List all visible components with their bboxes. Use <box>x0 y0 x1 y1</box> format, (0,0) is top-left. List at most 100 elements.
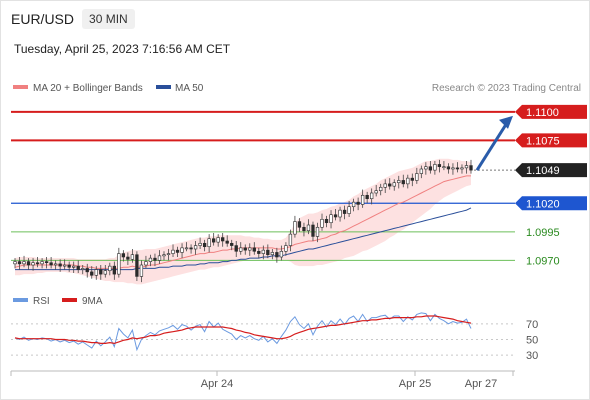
candle-body <box>112 265 116 275</box>
candle-body <box>270 252 275 256</box>
candle-body <box>85 268 89 273</box>
candle-body <box>329 214 333 224</box>
candle-body <box>171 249 175 254</box>
candle-body <box>388 183 392 187</box>
candle-body <box>207 238 211 248</box>
forecast-arrow-shaft <box>475 122 509 171</box>
candle-body <box>211 238 216 243</box>
level-label-1.1049: 1.1049 <box>526 165 560 177</box>
level-label-1.1100: 1.1100 <box>526 107 559 119</box>
candle-body <box>189 247 193 250</box>
candle-body <box>257 250 261 254</box>
candle-body <box>148 257 153 262</box>
candle-body <box>90 271 94 276</box>
candle-body <box>442 166 446 169</box>
candle-body <box>175 249 180 253</box>
level-label-1.1020: 1.1020 <box>526 198 560 210</box>
x-label-0: Apr 24 <box>201 378 233 390</box>
candle-body <box>216 237 220 243</box>
ma9-legend-swatch <box>62 298 77 302</box>
candle-body <box>26 261 31 266</box>
candle-body <box>338 209 342 218</box>
candle-body <box>225 240 229 244</box>
candle-body <box>193 245 198 250</box>
candle-body <box>406 177 410 185</box>
ma20-legend-label: MA 20 + Bollinger Bands <box>33 83 143 94</box>
candle-body <box>347 206 351 214</box>
ma9-legend-label: 9MA <box>82 296 103 307</box>
candle-body <box>342 209 347 214</box>
candle-body <box>311 224 315 237</box>
credit-text: Research © 2023 Trading Central <box>432 83 581 94</box>
candle-body <box>360 194 365 205</box>
candle-body <box>455 167 460 170</box>
candle-body <box>451 167 455 170</box>
candle-body <box>397 180 401 184</box>
candle-body <box>157 255 162 261</box>
level-tag-1.1075 <box>515 133 587 148</box>
ma20-legend-swatch <box>13 85 28 89</box>
level-tag-1.1100 <box>515 104 587 119</box>
candle-body <box>415 173 419 181</box>
candle-body <box>324 218 329 224</box>
candle-body <box>306 224 311 232</box>
candle-body <box>275 252 279 258</box>
candle-body <box>302 226 306 232</box>
candle-body <box>374 190 378 194</box>
candle-body <box>392 182 396 187</box>
candle-body <box>356 201 360 205</box>
candle-body <box>67 264 71 268</box>
candle-body <box>35 262 40 265</box>
bollinger-band <box>15 158 471 285</box>
timestamp: Tuesday, April 25, 2023 7:16:56 AM CET <box>14 42 231 56</box>
candle-body <box>130 254 135 260</box>
candle-body <box>99 269 103 275</box>
candle-body <box>202 242 207 248</box>
candle-body <box>469 165 473 171</box>
candle-body <box>419 168 423 174</box>
ma9-line <box>14 315 472 345</box>
candle-body <box>248 247 252 251</box>
rsi-line <box>14 312 472 352</box>
candle-body <box>252 247 256 252</box>
rsi-tick-50: 50 <box>526 335 538 347</box>
level-label-1.0995: 1.0995 <box>526 227 560 239</box>
candle-body <box>126 256 130 260</box>
candle-body <box>383 183 387 188</box>
candle-body <box>266 249 270 256</box>
rsi-legend-swatch <box>13 298 28 302</box>
candle-body <box>103 270 107 275</box>
ma50-line <box>15 207 472 271</box>
level-label-1.1075: 1.1075 <box>526 135 560 147</box>
symbol-label: EUR/USD <box>11 11 75 27</box>
candle-body <box>198 242 202 246</box>
candle-body <box>17 261 22 265</box>
candle-body <box>437 164 442 168</box>
candle-body <box>180 247 184 253</box>
candle-body <box>49 262 53 266</box>
candle-body <box>320 218 324 228</box>
candle-body <box>81 268 85 270</box>
candle-body <box>162 254 166 257</box>
candle-body <box>139 264 144 277</box>
candle-body <box>63 264 67 267</box>
x-axis: Apr 24 Apr 25 Apr 27 <box>10 371 514 390</box>
interval-badge[interactable]: 30 MIN <box>82 9 135 29</box>
candle-body <box>94 269 98 276</box>
candle-body <box>379 186 383 192</box>
level-tag-1.1049 <box>515 163 587 178</box>
candle-body <box>53 263 58 266</box>
candle-body <box>410 177 414 181</box>
candle-body <box>108 265 112 272</box>
x-label-1: Apr 25 <box>399 378 431 390</box>
candle-body <box>144 261 148 266</box>
candle-body <box>121 253 126 258</box>
candle-body <box>279 250 284 258</box>
rsi-tick-30: 30 <box>526 350 538 362</box>
forecast-arrow-head <box>499 115 513 129</box>
candle-body <box>401 180 405 185</box>
candle-body <box>166 253 171 256</box>
rsi-legend-label: RSI <box>33 296 50 307</box>
price-panel: 1.1100 1.1075 1.1049 1.1020 1.0995 1.0970 <box>11 104 587 285</box>
